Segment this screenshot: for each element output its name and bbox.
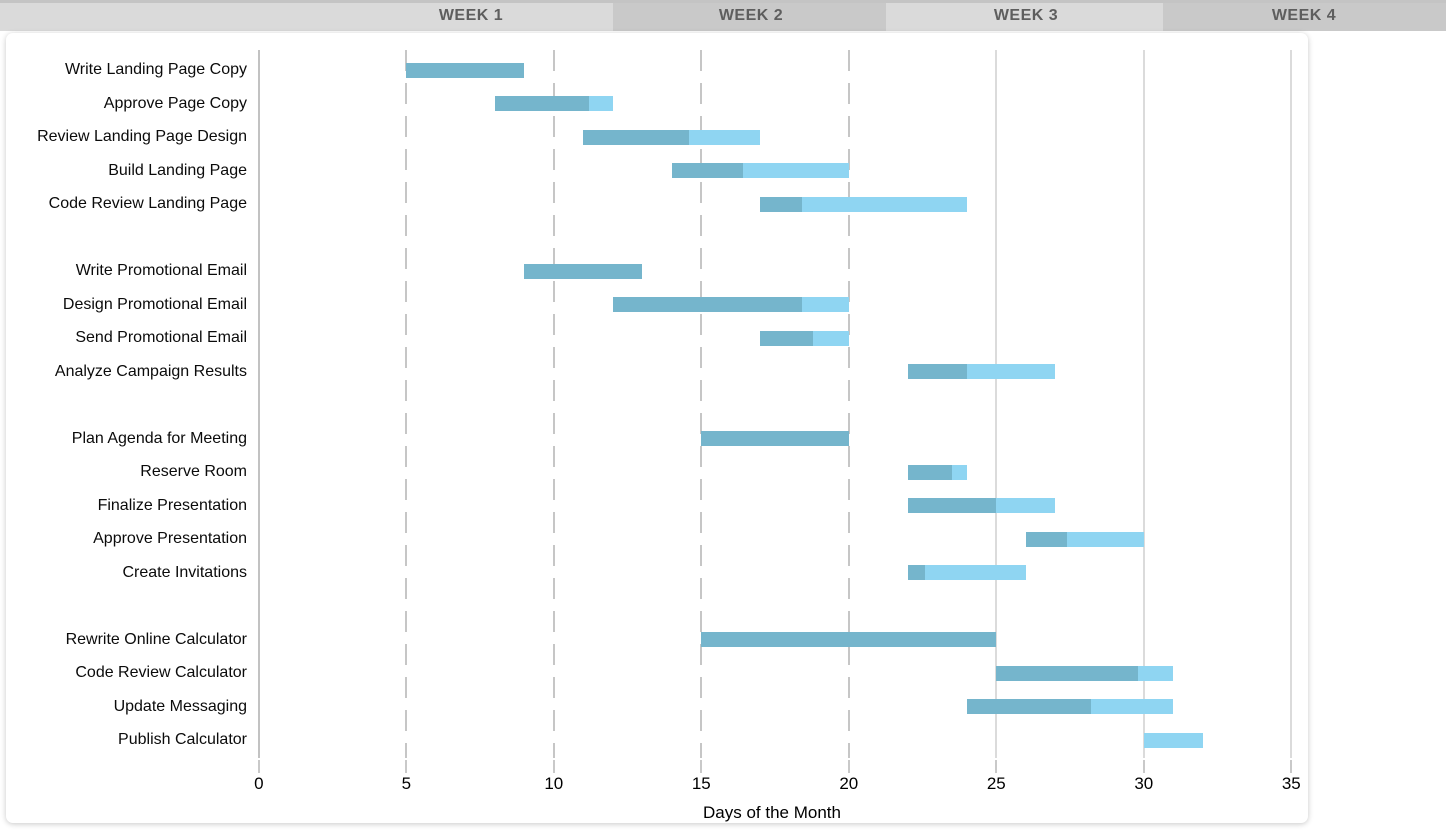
week-band [0,3,613,31]
week-label: WEEK 4 [1271,7,1337,24]
week-header: WEEK 1 WEEK 2 WEEK 3 WEEK 4 [0,0,1446,31]
week-band [613,3,886,31]
gantt-card [6,33,1308,823]
week-label: WEEK 3 [993,7,1059,24]
x-axis-title: Days of the Month [703,803,841,822]
week-band [886,3,1163,31]
week-label: WEEK 2 [718,7,784,24]
week-band [1163,3,1446,31]
week-label: WEEK 1 [438,7,504,24]
